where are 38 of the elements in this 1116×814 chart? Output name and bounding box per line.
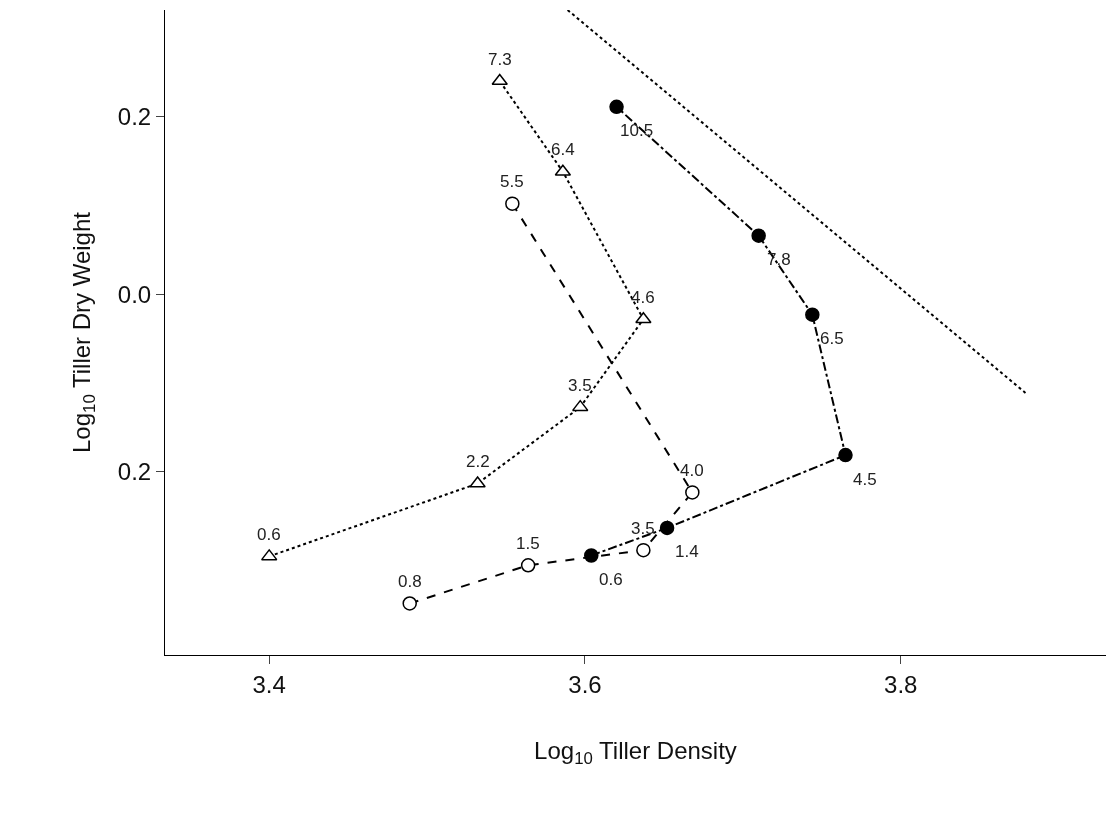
x-tick-label: 3.8 [884,670,918,698]
annotation: 7.8 [767,250,791,269]
point [685,485,700,500]
annotation: 1.5 [516,534,540,553]
point [636,542,651,558]
point [838,447,853,463]
annotation: 0.6 [599,570,623,589]
point [751,228,766,243]
annotation: 4.5 [853,470,877,489]
annotation: 0.8 [398,572,422,591]
point [805,307,820,322]
annotation: 0.6 [257,525,281,544]
point [571,399,589,412]
point [609,99,624,115]
point [659,520,675,536]
annotation: 5.5 [500,172,524,191]
annotation: 4.0 [680,461,704,480]
annotation: 4.6 [631,288,655,307]
point [469,476,486,488]
annotation: 3.5 [568,376,592,395]
point [635,311,652,324]
y-tick-label: 0.2 [117,103,152,131]
point [584,548,599,563]
annotation: 7.3 [488,50,512,69]
x-tick-label: 3.4 [252,670,286,698]
point [505,196,520,211]
annotation: 6.4 [551,140,575,159]
annotation: 2.2 [466,452,490,471]
y-tick-label: 0.0 [117,280,152,308]
point [491,73,508,86]
annotation: 1.4 [675,542,699,561]
x-axis-title: Log$_{10}$ Tiller Density [534,737,737,769]
x-tick-label: 3.6 [568,670,602,698]
point [402,596,417,611]
y-tick-label: 0.2 [117,458,152,486]
annotation: 3.5 [631,519,655,538]
annotation: 6.5 [820,329,844,348]
point [520,558,536,573]
